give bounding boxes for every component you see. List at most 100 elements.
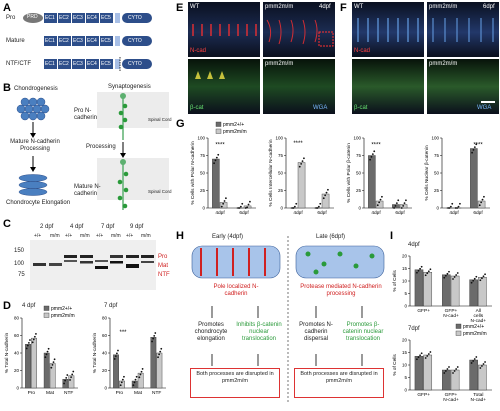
data-point bbox=[448, 366, 450, 368]
data-point bbox=[456, 207, 458, 209]
h-e2: Inhibits β-catenin nuclear translocation bbox=[236, 322, 282, 343]
data-point bbox=[295, 203, 297, 205]
ec3-label-row-2: EC3 bbox=[73, 39, 83, 44]
geno-4: m/m bbox=[80, 234, 90, 239]
data-point bbox=[428, 270, 430, 272]
data-point bbox=[114, 358, 116, 360]
bar bbox=[113, 355, 118, 388]
ec3-label-row-1: EC3 bbox=[73, 16, 83, 21]
f-wt-label: WT bbox=[354, 4, 363, 10]
x-tick-label: Pro bbox=[28, 390, 36, 396]
data-point bbox=[418, 270, 420, 272]
data-point bbox=[472, 280, 474, 282]
data-point bbox=[481, 277, 483, 279]
y-tick-label: 0 bbox=[104, 386, 107, 391]
data-point bbox=[426, 355, 428, 357]
data-point bbox=[141, 371, 143, 373]
data-point bbox=[371, 156, 373, 158]
data-point bbox=[457, 366, 459, 368]
x-tick-label: 4dpf bbox=[215, 210, 225, 216]
mw-75: 75 bbox=[18, 272, 25, 278]
y-tick-label: 60 bbox=[14, 333, 20, 338]
d-title-right: 7 dpf bbox=[104, 303, 117, 309]
y-tick-label: 50 bbox=[356, 171, 362, 176]
data-point bbox=[241, 203, 243, 205]
data-point bbox=[123, 376, 125, 378]
data-point bbox=[28, 342, 30, 344]
ec2-label-row-2: EC2 bbox=[59, 39, 69, 44]
data-point bbox=[416, 358, 418, 360]
mw-150: 150 bbox=[14, 248, 24, 254]
x-tick-label: 6dpf bbox=[239, 210, 249, 216]
tp-9dpf: 9 dpf bbox=[130, 224, 143, 230]
e-mut-label: pmm2m/m bbox=[265, 4, 293, 10]
data-point bbox=[46, 354, 48, 356]
bar bbox=[442, 275, 450, 306]
data-point bbox=[416, 272, 418, 274]
h-early-label: Early (4dpf) bbox=[212, 234, 243, 240]
tp-7dpf: 7 dpf bbox=[101, 224, 114, 230]
data-point bbox=[483, 275, 485, 277]
x-tick-label: NTF bbox=[64, 390, 73, 396]
ec4-label-row-2: EC4 bbox=[87, 39, 97, 44]
bar bbox=[415, 270, 423, 306]
data-point bbox=[455, 274, 457, 276]
spinal-cord-label-bottom: Spinal Cord bbox=[148, 190, 172, 195]
legend-swatch bbox=[456, 331, 461, 336]
data-point bbox=[421, 352, 423, 354]
x-tick-label: Mat bbox=[46, 390, 55, 396]
geno-7: +/+ bbox=[126, 234, 133, 239]
legend-label: pmm2m/m bbox=[51, 313, 75, 319]
bar bbox=[424, 355, 432, 390]
y-axis-label: % of Cells bbox=[392, 354, 398, 376]
y-axis-label: % Cells Nuclear β-catenin bbox=[424, 145, 430, 201]
y-tick-label: 10 bbox=[402, 279, 408, 284]
band-ntf: NTF bbox=[158, 272, 170, 278]
f-mut-ncad-image: pmm2m/m 6dpf bbox=[427, 2, 499, 57]
data-point bbox=[447, 273, 449, 275]
f-ncad-label: N-cad bbox=[354, 48, 370, 54]
y-tick-label: 25 bbox=[278, 188, 284, 193]
y-tick-label: 5 bbox=[404, 291, 407, 296]
h-e1: Promotes chondrocyte elongation bbox=[186, 322, 236, 343]
data-point bbox=[458, 206, 460, 208]
data-point bbox=[151, 341, 153, 343]
data-point bbox=[32, 341, 34, 343]
data-point bbox=[48, 348, 50, 350]
bar bbox=[470, 280, 478, 306]
y-tick-label: 0 bbox=[16, 386, 19, 391]
y-tick-label: 15 bbox=[402, 350, 408, 355]
data-point bbox=[381, 196, 383, 198]
data-point bbox=[222, 203, 224, 205]
e-mut-bcat-image: pmm2m/m WGA bbox=[263, 59, 335, 114]
data-point bbox=[419, 354, 421, 356]
mature-processing-label: Mature N-cadherin Processing bbox=[10, 139, 60, 153]
data-point bbox=[26, 348, 28, 350]
data-point bbox=[377, 204, 379, 206]
data-point bbox=[479, 367, 481, 369]
ec2-label-row-1: EC2 bbox=[59, 16, 69, 21]
data-point bbox=[445, 275, 447, 277]
h-box-late: Both processes are disrupted in pmm2m/m bbox=[294, 368, 384, 398]
data-point bbox=[396, 202, 398, 204]
e-wga-label: WGA bbox=[313, 105, 327, 111]
data-point bbox=[121, 382, 123, 384]
data-point bbox=[483, 196, 485, 198]
blot-image bbox=[30, 240, 156, 290]
data-point bbox=[401, 207, 403, 209]
f-mut-bcat-image: pmm2m/m WGA bbox=[427, 59, 499, 114]
data-point bbox=[483, 363, 485, 365]
data-point bbox=[445, 370, 447, 372]
legend-swatch bbox=[44, 306, 49, 311]
data-point bbox=[474, 278, 476, 280]
data-point bbox=[479, 204, 481, 206]
bar bbox=[212, 159, 219, 208]
data-point bbox=[471, 282, 473, 284]
ec5-label-row-2: EC5 bbox=[101, 39, 111, 44]
elongated-chondrocytes bbox=[19, 175, 47, 196]
data-point bbox=[249, 201, 251, 203]
data-point bbox=[35, 333, 37, 335]
data-point bbox=[454, 370, 456, 372]
data-point bbox=[419, 268, 421, 270]
